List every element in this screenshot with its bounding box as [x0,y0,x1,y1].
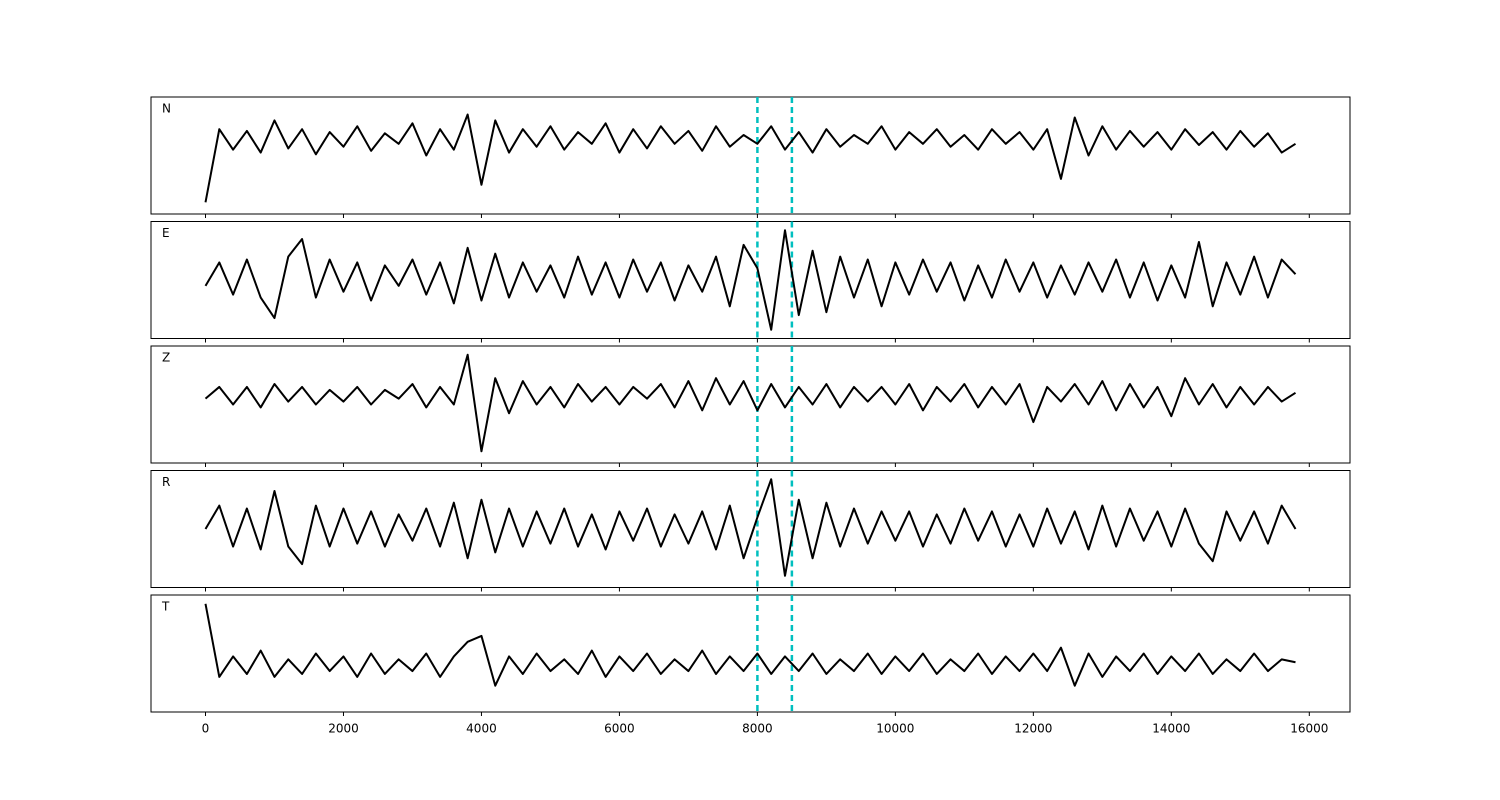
panel-frame [150,221,1351,339]
x-tick-label: 12000 [1014,722,1052,736]
x-tick-label: 14000 [1152,722,1190,736]
panel-label: T [161,600,170,614]
trace [204,353,1297,453]
panel-label: E [162,226,170,240]
panel: N [150,96,1351,218]
x-tick-label: 6000 [604,722,635,736]
x-tick-label: 2000 [328,722,359,736]
trace [204,113,1297,203]
panel-frame [150,96,1351,215]
x-tick-label: 16000 [1290,722,1328,736]
x-tick-label: 8000 [742,722,773,736]
panel: R [150,470,1351,592]
panel: E [150,221,1351,343]
x-tick-label: 4000 [466,722,497,736]
panel-label: Z [162,351,170,365]
panel: Z [150,345,1351,467]
panel-frame [150,594,1351,713]
x-tick-label: 0 [202,722,210,736]
panel: 0 2000 4000 6000 8000 10000 12000 14000 16000 T [150,594,1351,736]
panel-label: N [162,102,171,116]
panel-frame [150,470,1351,588]
panel-frame [150,345,1351,464]
panel-label: R [162,475,170,489]
x-tick-label: 10000 [876,722,914,736]
trace [204,603,1296,687]
trace [204,478,1297,577]
trace [204,229,1297,331]
